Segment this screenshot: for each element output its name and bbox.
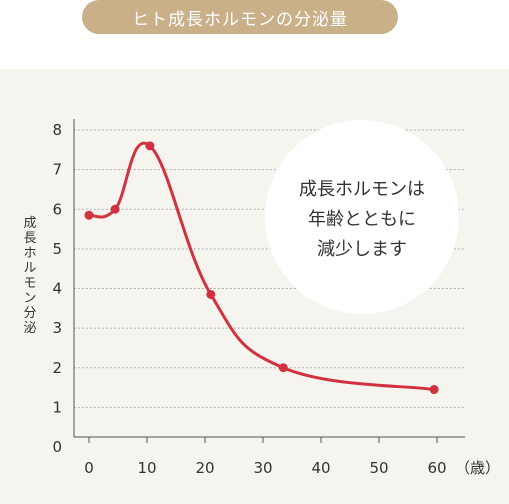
chart-panel: 0 1 2 3 4 5 6 7 8 0 10 20 30 40 50 60 （歳） 成長ホルモン分泌 成長ホル… bbox=[0, 69, 509, 504]
chart-title: ヒト成長ホルモンの分泌量 bbox=[82, 0, 398, 34]
y-tick-label: 4 bbox=[52, 280, 62, 298]
x-tick-label: 40 bbox=[311, 459, 330, 477]
y-tick-label: 8 bbox=[52, 121, 62, 139]
annotation-text: 成長ホルモンは bbox=[299, 179, 425, 200]
x-tick-label: 20 bbox=[195, 459, 214, 477]
x-tick-labels: 0 10 20 30 40 50 60 （歳） bbox=[84, 459, 500, 477]
x-axis-unit: （歳） bbox=[455, 459, 500, 477]
y-tick-label: 3 bbox=[52, 319, 62, 337]
y-tick-labels: 0 1 2 3 4 5 6 7 8 bbox=[52, 121, 62, 456]
data-point bbox=[110, 204, 120, 214]
data-point bbox=[145, 141, 155, 151]
data-points bbox=[84, 141, 439, 395]
x-tick-label: 10 bbox=[137, 459, 156, 477]
y-axis-label-char: ホ bbox=[23, 246, 36, 261]
y-axis-label-char: 泌 bbox=[23, 321, 36, 336]
data-point bbox=[84, 210, 94, 220]
y-axis-label-char: ン bbox=[23, 291, 36, 306]
y-tick-label: 2 bbox=[52, 359, 62, 377]
y-tick-label: 0 bbox=[52, 438, 62, 456]
annotation-circle bbox=[265, 120, 459, 314]
x-tick-label: 0 bbox=[84, 459, 94, 477]
x-tick-label: 30 bbox=[253, 459, 272, 477]
y-axis-label-char: ル bbox=[23, 261, 36, 276]
annotation-text: 年齢とともに bbox=[308, 209, 416, 230]
axes bbox=[73, 119, 465, 443]
data-point bbox=[206, 289, 216, 299]
y-axis-label-char: 成 bbox=[23, 216, 36, 231]
y-axis-label-char: モ bbox=[23, 276, 36, 291]
y-axis-label-char: 分 bbox=[23, 306, 36, 321]
x-tick-label: 60 bbox=[427, 459, 446, 477]
data-point bbox=[278, 363, 288, 373]
y-tick-label: 6 bbox=[52, 200, 62, 218]
y-tick-label: 1 bbox=[52, 398, 62, 416]
grid-lines bbox=[74, 129, 465, 408]
data-point bbox=[429, 385, 439, 395]
y-tick-label: 7 bbox=[52, 161, 62, 179]
y-axis-label-char: 長 bbox=[23, 231, 36, 246]
annotation-text: 減少します bbox=[317, 239, 407, 260]
x-tick-label: 50 bbox=[369, 459, 388, 477]
y-tick-label: 5 bbox=[52, 240, 62, 258]
